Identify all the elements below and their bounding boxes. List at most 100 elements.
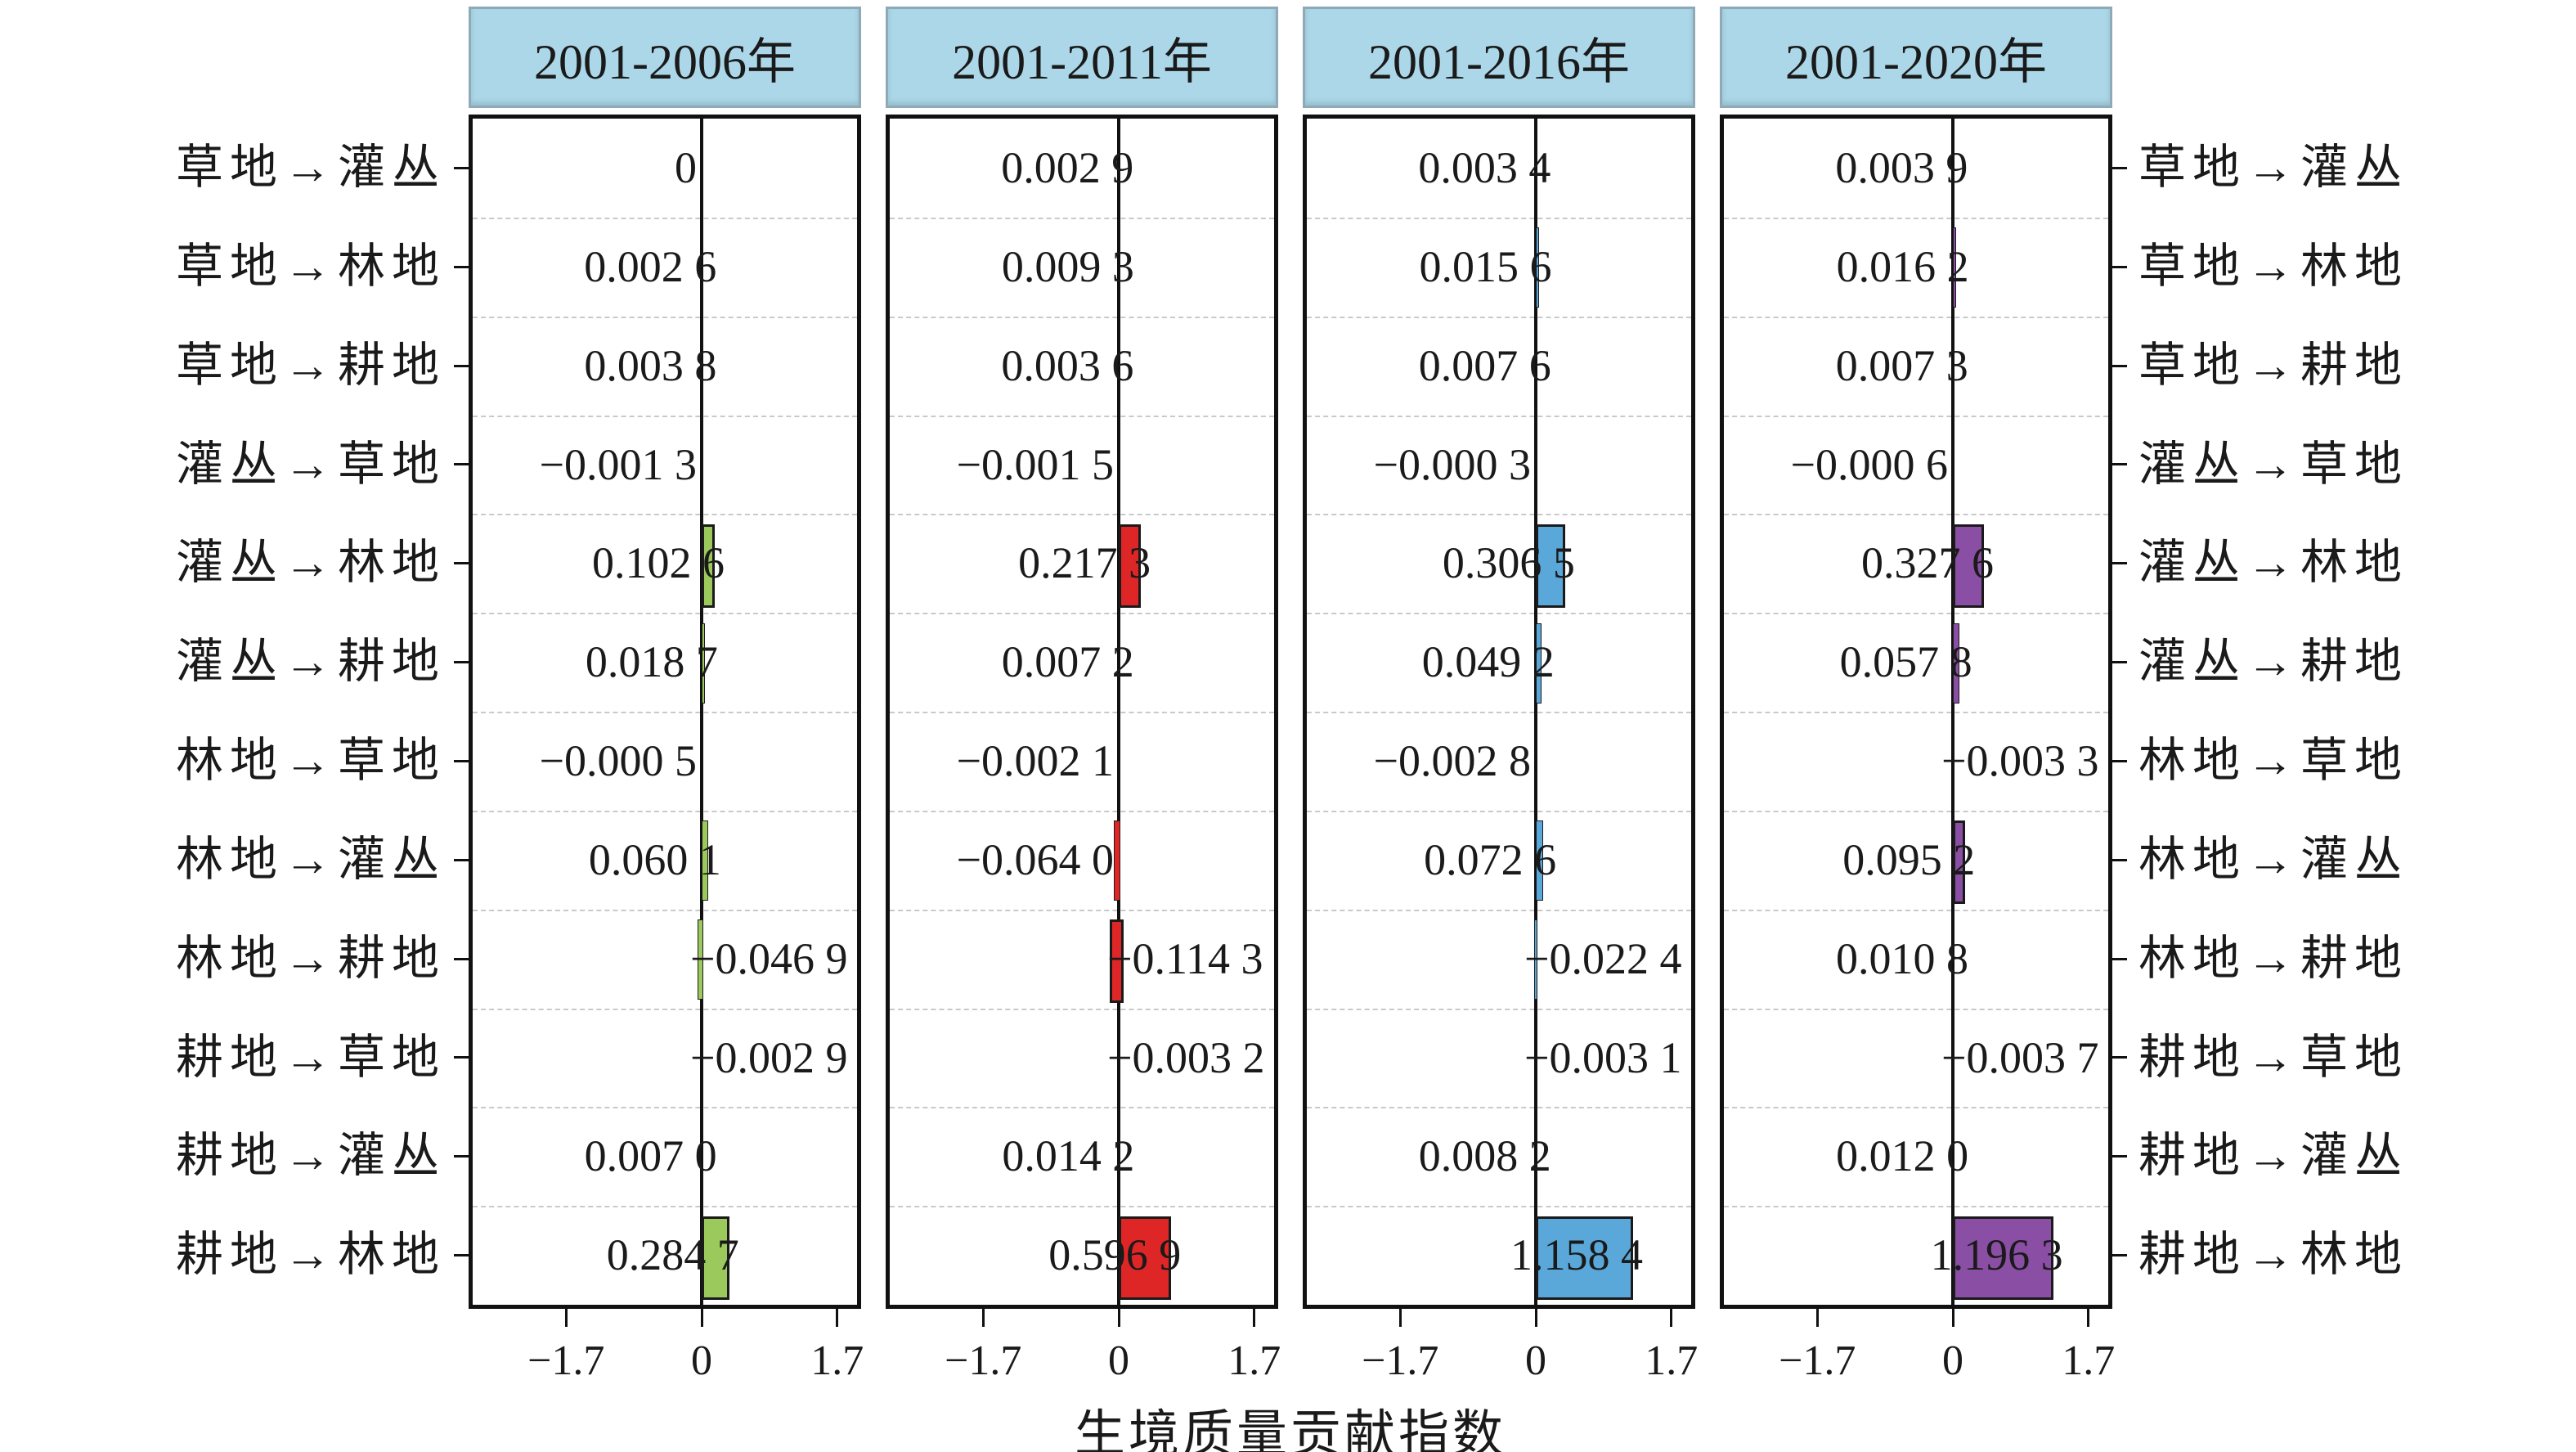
y-tick [2112,957,2127,960]
bar [1953,820,1966,905]
value-label: 0.049 2 [1421,637,1555,687]
facet-header: 2001-2006年 [469,7,861,108]
value-label: 0.003 6 [1001,340,1134,390]
y-tick [2112,1056,2127,1059]
x-tick-label: −1.7 [1779,1337,1856,1384]
y-tick [2112,1155,2127,1158]
x-tick [2087,1309,2090,1327]
y-tick [454,1254,469,1257]
bar [1536,524,1565,608]
value-label: 0.003 4 [1418,143,1551,192]
gridline [890,1206,1274,1208]
category-label-left: 耕地→林地 [175,1228,446,1282]
category-label-left: 耕地→草地 [175,1030,446,1084]
bar [1119,1216,1172,1300]
x-axis-title: 生境质量贡献指数 [1074,1407,1506,1452]
facet-plot-area: 0.002 9 0.009 3 0.003 6 −0.001 5 0.217 3 0.00… [890,119,1274,1305]
value-label: 1.196 3 [1930,1230,2063,1280]
gridline [1307,316,1691,318]
gridline [890,316,1274,318]
value-label: −0.001 3 [539,439,697,489]
bar [1953,1216,2053,1300]
x-tick [700,1309,703,1327]
zero-line [1117,119,1120,1305]
gridline [1724,1206,2108,1208]
value-label: 1.158 4 [1510,1230,1643,1280]
category-label-left: 灌丛→林地 [175,536,446,590]
gridline [473,316,857,318]
facet-header-label: 2001-2006年 [534,34,796,89]
gridline [1724,613,2108,615]
gridline [473,1206,857,1208]
value-label: 0.102 6 [592,538,725,588]
category-label-right: 灌丛→林地 [2138,536,2409,590]
bar [702,820,708,901]
gridline [473,810,857,812]
x-tick [1815,1309,1819,1327]
y-tick [454,166,469,169]
category-label-right: 草地→灌丛 [2138,141,2409,194]
gridline [1724,316,2108,318]
value-label: 0.007 2 [1001,637,1134,687]
category-label-left: 草地→林地 [175,239,446,293]
value-label: 0.217 3 [1018,538,1151,588]
value-label: 0.002 6 [584,241,717,291]
bar [1536,623,1542,704]
x-tick [1534,1309,1537,1327]
gridline [890,1008,1274,1010]
facet-plot: 0.003 9 0.016 2 0.007 3 −0.000 6 0.327 6 0.05… [1720,115,2112,1309]
bar [1953,623,1959,704]
gridline [1307,712,1691,713]
bar [1533,919,1537,1000]
value-label: 0.306 5 [1442,538,1575,588]
category-label-left: 灌丛→耕地 [175,635,446,689]
facet-plot: 0.002 9 0.009 3 0.003 6 −0.001 5 0.217 3 0.00… [886,115,1278,1309]
gridline [473,514,857,516]
y-tick [2112,166,2127,169]
gridline [1724,909,2108,911]
y-tick [2112,364,2127,367]
value-label: 0.012 0 [1836,1131,1969,1181]
gridline [1724,217,2108,219]
x-tick-label: 0 [1525,1337,1546,1384]
gridline [473,613,857,615]
x-tick [1951,1309,1954,1327]
value-label: 0.007 0 [584,1131,717,1181]
gridline [1307,1008,1691,1010]
value-label: 0.284 7 [606,1230,739,1280]
bar [702,623,705,704]
value-label: 0.596 9 [1048,1230,1182,1280]
y-tick [454,858,469,861]
y-tick [454,364,469,367]
gridline [890,613,1274,615]
bar [702,1216,729,1300]
value-label: −0.003 2 [1107,1032,1265,1082]
bar [1536,820,1544,901]
value-label: 0.060 1 [588,834,721,884]
gridline [890,217,1274,219]
gridline [890,810,1274,812]
facet-header-label: 2001-2016年 [1368,34,1630,89]
bar [1109,919,1124,1004]
bar [1119,524,1142,608]
category-label-right: 林地→草地 [2138,734,2409,787]
gridline [890,415,1274,417]
x-tick [836,1309,839,1327]
y-tick [454,265,469,268]
gridline [1307,514,1691,516]
value-label: 0.007 3 [1835,340,1968,390]
facet-header: 2001-2016年 [1303,7,1695,108]
gridline [1724,1107,2108,1109]
y-tick [2112,1254,2127,1257]
gridline [1307,613,1691,615]
value-label: 0.010 8 [1836,933,1969,983]
value-label: −0.000 6 [1790,439,1948,489]
x-tick-label: 1.7 [1227,1337,1281,1384]
facet-plot-area: 0.003 4 0.015 6 0.007 6 −0.000 3 0.306 5 0.04… [1307,119,1691,1305]
value-label: −0.003 3 [1941,736,2099,785]
category-label-right: 耕地→灌丛 [2138,1129,2409,1183]
gridline [473,909,857,911]
gridline [473,415,857,417]
gridline [1307,217,1691,219]
y-tick [2112,858,2127,861]
